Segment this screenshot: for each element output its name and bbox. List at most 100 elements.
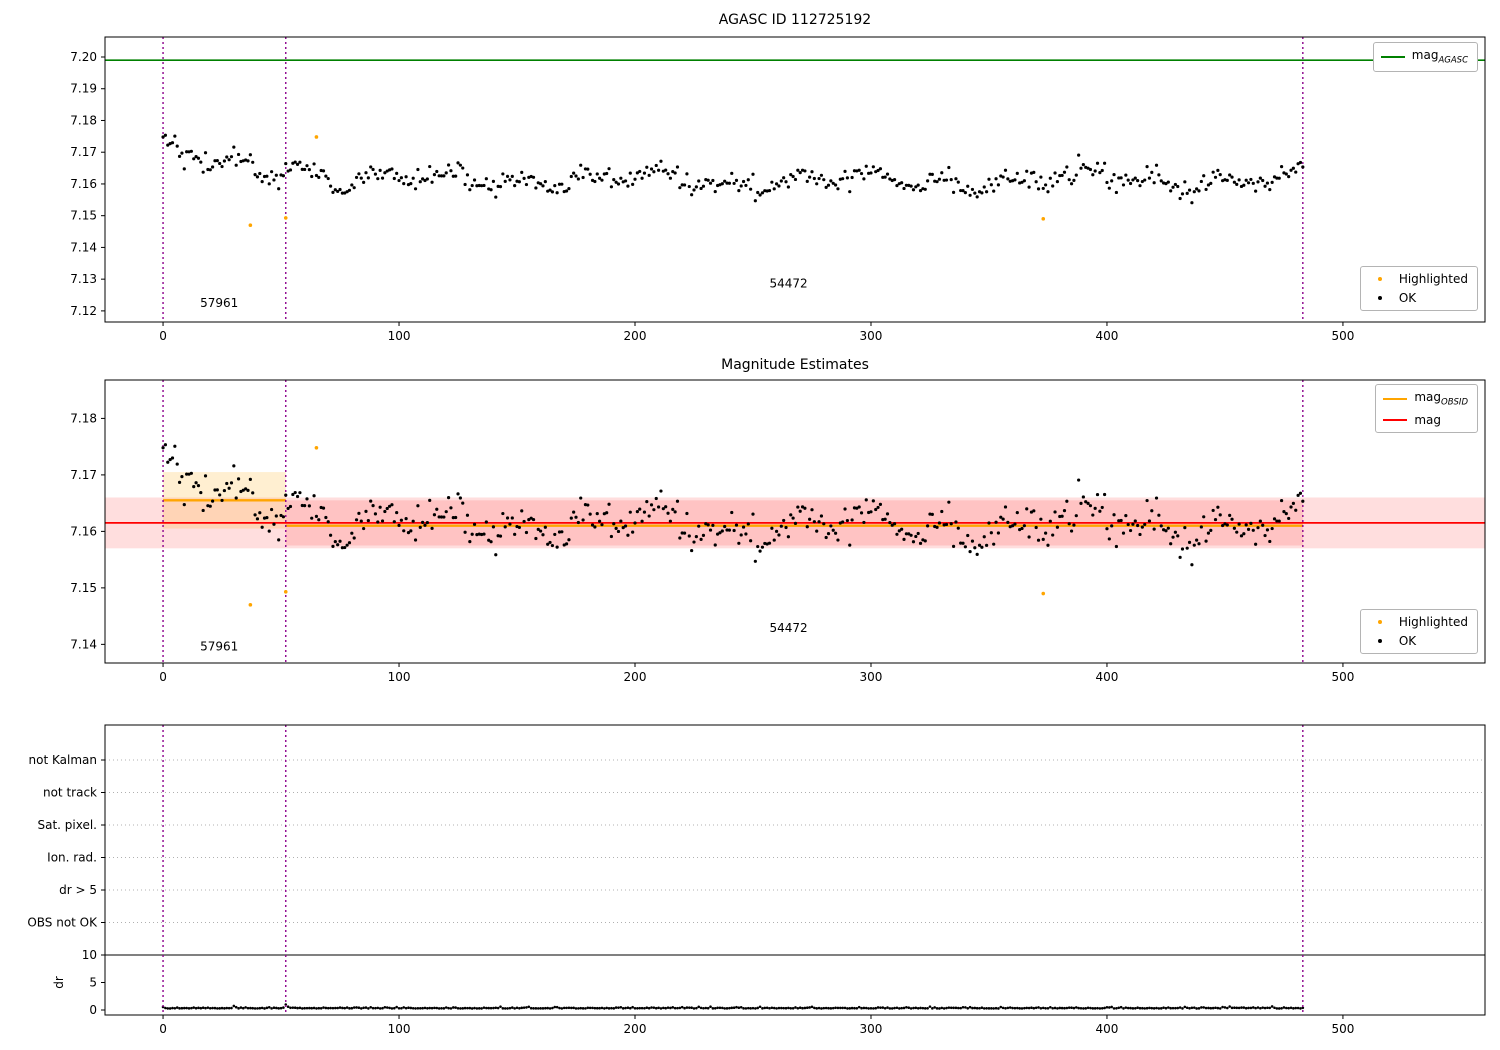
ok-point [175,144,179,148]
ok-point [911,188,916,192]
ok-point [1272,517,1277,521]
ok-point [725,181,729,185]
ok-point [1202,174,1206,178]
ok-point [583,167,588,171]
ok-point [1020,180,1024,184]
ok-point [251,491,255,495]
ok-point [333,540,337,544]
ok-point [1190,201,1194,205]
x-tick-label: 200 [624,1022,647,1036]
ok-point [711,523,715,527]
ok-point [1249,177,1253,182]
ok-point [413,538,418,542]
ok-point [376,177,380,181]
ok-point [1027,535,1031,539]
ok-point [737,541,741,545]
dr-point [834,1006,837,1010]
dr-point [258,1006,262,1010]
dr-point [291,1006,295,1009]
ok-point [1105,527,1109,531]
dr-point [234,1005,238,1009]
ok-point [883,175,887,179]
ok-point [734,523,739,527]
dr-point [1251,1006,1255,1009]
ok-point [1124,173,1128,177]
dr-point [909,1007,913,1010]
ok-point [1185,191,1189,195]
ok-point [723,524,727,529]
ok-point [508,178,512,182]
ok-point [977,543,982,547]
ok-point [685,511,689,516]
dr-point [577,1007,580,1010]
ok-point [409,529,413,533]
ok-point [328,533,333,537]
legend-mag-agasc: magAGASC [1372,42,1478,72]
ok-point [635,171,639,175]
ok-point [904,532,908,536]
ok-point [255,175,260,179]
dr-point [544,1006,547,1010]
dr-point [827,1006,830,1010]
dr-point [817,1006,821,1010]
ok-point [720,182,724,186]
ok-point [1197,542,1201,546]
ok-point [461,166,465,170]
ok-point [1254,189,1258,193]
ok-point [720,529,724,533]
dr-point [1266,1006,1269,1010]
dr-point [513,1007,516,1010]
dr-point [664,1006,667,1010]
ok-point [517,525,521,530]
dr-point [1226,1006,1229,1010]
ok-point [428,164,432,169]
ok-point [1072,523,1076,527]
ok-point [645,500,649,504]
ok-point [213,159,217,163]
axes-frame [104,724,1486,1016]
dr-point [298,1006,302,1010]
ok-point [411,176,415,180]
ok-point [708,528,713,532]
ok-point [973,191,977,195]
ok-point [347,541,352,545]
ok-point [937,521,942,525]
ok-point [675,499,680,503]
ok-point [541,184,545,188]
dr-point [772,1006,776,1010]
ok-point [576,520,580,525]
ok-point [201,508,205,513]
ok-point [796,505,800,509]
ok-point [470,183,474,188]
ok-point [1140,179,1144,184]
dr-point [808,1006,811,1009]
ok-point [1287,516,1291,521]
dr-point [1218,1007,1222,1010]
ok-point [430,526,434,530]
ok-point [366,518,370,523]
ok-point [725,528,729,532]
dr-point [713,1007,717,1010]
ok-point [975,552,979,556]
ok-point [963,190,967,195]
ok-point [836,538,840,542]
dr-point [433,1006,436,1010]
dr-point [324,1006,328,1010]
ok-point [628,510,632,514]
ok-point [539,529,543,533]
ok-point [937,177,942,181]
ok-point [968,550,972,554]
dr-point [1008,1006,1012,1009]
legend-item-ok: OK [1368,290,1468,306]
mag-obsid-line-sample [1383,397,1408,400]
dr-point [1136,1006,1139,1009]
ok-point [654,163,658,168]
dr-point [1167,1006,1170,1009]
dr-point [1034,1006,1038,1010]
ok-point [343,191,347,195]
dr-point [468,1006,472,1010]
dr-point [1221,1005,1224,1009]
ok-point [399,176,403,180]
ok-point [848,543,852,547]
ok-point [1235,182,1239,186]
